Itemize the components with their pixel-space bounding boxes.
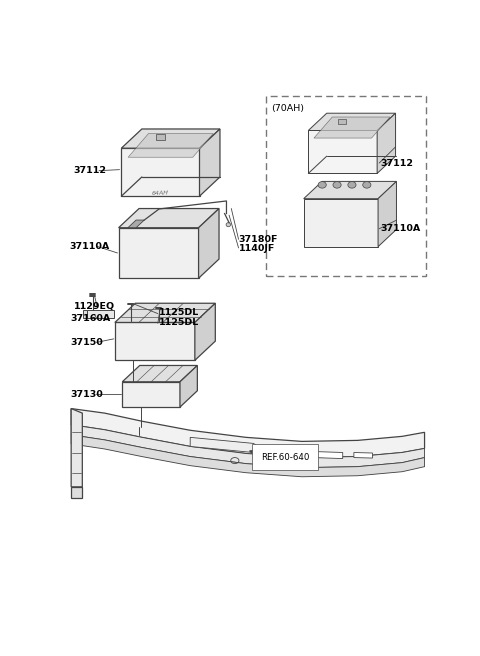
Polygon shape [71, 424, 424, 468]
Polygon shape [338, 119, 346, 123]
Text: 37130: 37130 [71, 390, 103, 399]
Text: 1129EQ: 1129EQ [74, 302, 115, 310]
Polygon shape [121, 148, 200, 196]
Polygon shape [115, 303, 216, 323]
Polygon shape [180, 365, 197, 407]
Text: 37180F: 37180F [239, 235, 278, 244]
Polygon shape [378, 182, 396, 247]
Ellipse shape [348, 182, 356, 188]
Polygon shape [304, 182, 396, 199]
Polygon shape [354, 453, 372, 458]
Polygon shape [195, 303, 216, 360]
Polygon shape [199, 209, 219, 278]
Polygon shape [71, 409, 424, 458]
Polygon shape [83, 310, 87, 318]
Polygon shape [119, 209, 219, 228]
Polygon shape [308, 131, 377, 173]
Text: 37112: 37112 [380, 159, 413, 167]
Ellipse shape [318, 182, 326, 188]
Text: 64AH: 64AH [151, 190, 168, 196]
Ellipse shape [333, 182, 341, 188]
Polygon shape [87, 310, 114, 318]
Polygon shape [377, 113, 396, 173]
Text: 37150: 37150 [71, 338, 103, 347]
Polygon shape [190, 438, 283, 466]
Polygon shape [122, 365, 197, 382]
Polygon shape [128, 220, 144, 228]
Text: 1140JF: 1140JF [239, 244, 275, 253]
Text: 37110A: 37110A [69, 242, 109, 251]
Polygon shape [119, 228, 199, 278]
Ellipse shape [363, 182, 371, 188]
Polygon shape [71, 487, 83, 498]
Polygon shape [128, 134, 213, 157]
Ellipse shape [226, 222, 230, 227]
Polygon shape [71, 435, 424, 477]
Polygon shape [304, 199, 378, 247]
Polygon shape [115, 323, 195, 360]
Polygon shape [121, 129, 220, 148]
Polygon shape [156, 134, 165, 140]
Polygon shape [314, 117, 390, 138]
Text: REF.60-640: REF.60-640 [261, 453, 309, 462]
Text: (70AH): (70AH) [271, 104, 304, 113]
Polygon shape [308, 113, 396, 131]
Text: 37160A: 37160A [71, 314, 111, 323]
Polygon shape [122, 382, 180, 407]
Polygon shape [200, 129, 220, 196]
Polygon shape [313, 451, 343, 459]
Polygon shape [71, 409, 83, 487]
Text: 1125DL: 1125DL [158, 318, 199, 327]
Text: 37110A: 37110A [380, 224, 420, 234]
Text: 1125DL: 1125DL [158, 308, 199, 317]
Text: 37112: 37112 [73, 166, 106, 175]
